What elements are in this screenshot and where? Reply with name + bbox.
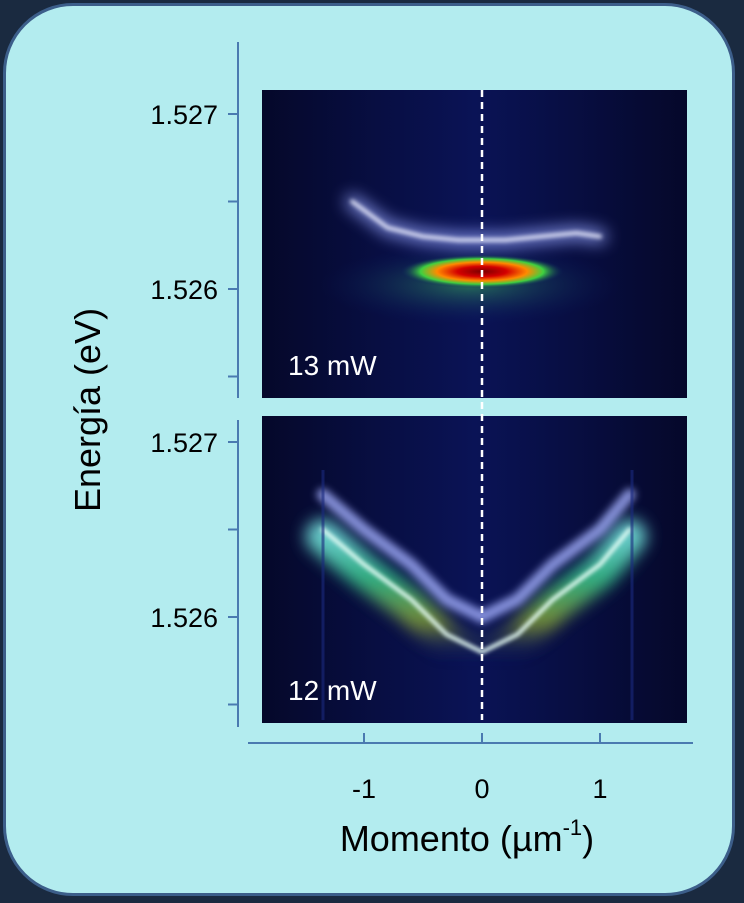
y-tick-label: 1.527 (150, 428, 218, 458)
y-tick-label: 1.526 (150, 275, 218, 305)
x-tick-label: 1 (592, 774, 607, 804)
x-axis-ticks: -1 0 1 (352, 733, 608, 804)
y-axis-ticks: 1.527 1.526 1.527 1.526 (150, 100, 238, 706)
panel-12mw-dispersion-core (320, 527, 632, 655)
x-axis-title-close: ) (582, 818, 594, 859)
x-axis-title-main: Momento (µm (340, 818, 563, 859)
y-tick-label: 1.527 (150, 100, 218, 130)
panel-12mw-label: 12 mW (288, 675, 377, 706)
x-tick-label: 0 (474, 774, 489, 804)
y-tick-label: 1.526 (150, 603, 218, 633)
panel-13mw-label: 13 mW (288, 350, 377, 381)
x-axis-title: Momento (µm-1) (340, 815, 594, 859)
x-tick-label: -1 (352, 774, 376, 804)
y-axis-title: Energía (eV) (67, 308, 108, 512)
panel-12mw-upper-branch (316, 488, 636, 624)
x-axis-title-superscript: -1 (563, 815, 583, 840)
